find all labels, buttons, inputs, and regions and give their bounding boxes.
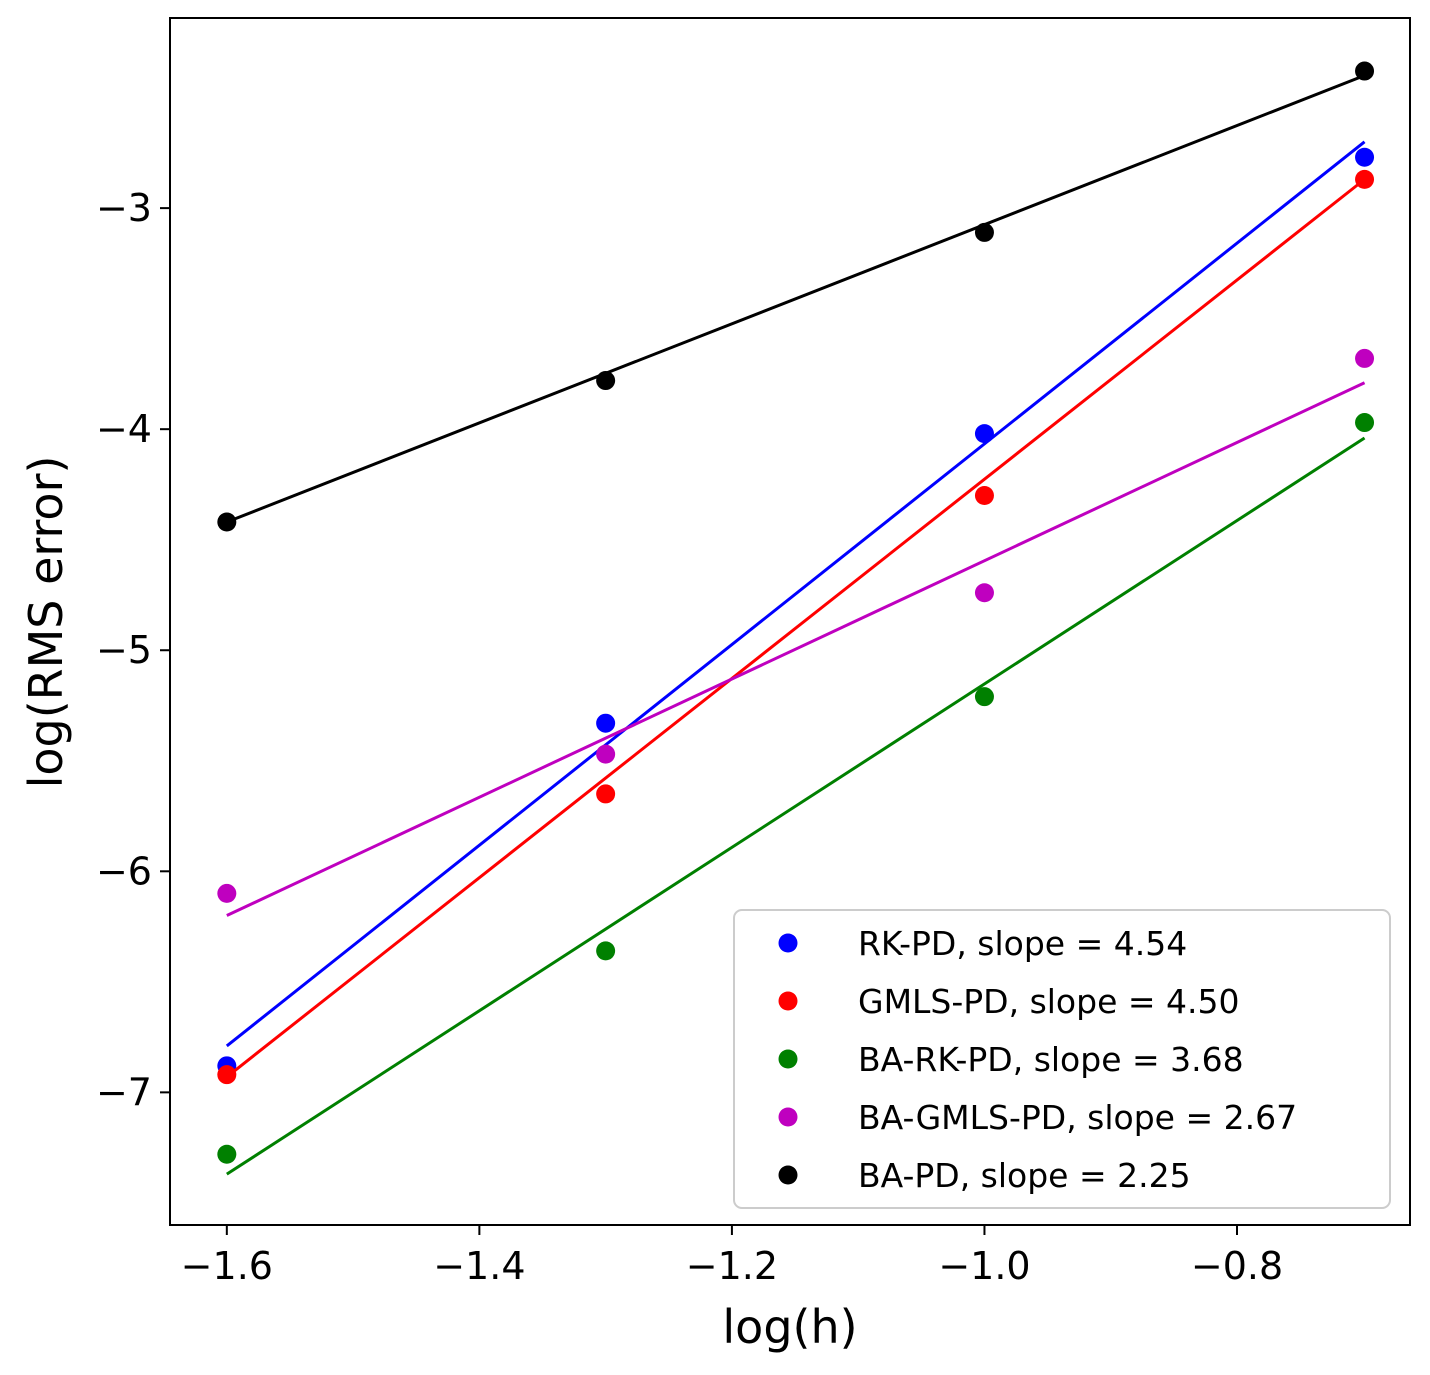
y-tick-label: −7 <box>96 1070 152 1114</box>
series-fit-line <box>226 74 1366 524</box>
data-point <box>974 583 994 603</box>
plot-area <box>217 61 1375 1176</box>
series-3 <box>217 348 1375 917</box>
legend-label: BA-GMLS-PD, slope = 2.67 <box>858 1098 1297 1137</box>
legend-marker <box>778 1107 798 1127</box>
data-point <box>1355 169 1375 189</box>
legend-marker <box>778 933 798 953</box>
legend-label: BA-RK-PD, slope = 3.68 <box>858 1040 1244 1079</box>
data-point <box>1355 413 1375 433</box>
y-tick-label: −4 <box>96 407 152 451</box>
legend: RK-PD, slope = 4.54 GMLS-PD, slope = 4.50… <box>733 909 1391 1209</box>
series-2 <box>217 413 1375 1176</box>
legend-label: GMLS-PD, slope = 4.50 <box>858 982 1239 1021</box>
data-point <box>596 941 616 961</box>
series-4 <box>217 61 1375 532</box>
data-point <box>974 485 994 505</box>
y-tick-label: −5 <box>96 628 152 672</box>
x-tick-label: −1.2 <box>686 1244 778 1288</box>
x-tick-label: −1.0 <box>938 1244 1030 1288</box>
y-axis: −7 −6 −5 −4 −3 <box>96 186 170 1114</box>
data-point <box>596 713 616 733</box>
y-axis-label: log(RMS error) <box>19 456 73 789</box>
x-tick-label: −0.8 <box>1191 1244 1283 1288</box>
data-point <box>596 371 616 391</box>
x-axis-label: log(h) <box>722 1300 857 1354</box>
series-1 <box>217 169 1375 1085</box>
data-point <box>1355 147 1375 167</box>
data-point <box>596 784 616 804</box>
y-tick-label: −6 <box>96 849 152 893</box>
data-point <box>217 883 237 903</box>
data-point <box>596 744 616 764</box>
legend-label: RK-PD, slope = 4.54 <box>858 924 1187 963</box>
data-point <box>217 1065 237 1085</box>
legend-label: BA-PD, slope = 2.25 <box>858 1156 1191 1195</box>
x-tick-label: −1.6 <box>181 1244 273 1288</box>
series-fit-line <box>226 381 1366 917</box>
series-fit-line <box>225 140 1366 1048</box>
legend-marker <box>778 1049 798 1069</box>
data-point <box>217 512 237 532</box>
legend-box <box>733 909 1391 1209</box>
data-point <box>1355 61 1375 81</box>
legend-marker <box>778 1165 798 1185</box>
x-tick-label: −1.4 <box>433 1244 525 1288</box>
series-fit-line <box>225 178 1366 1079</box>
y-tick-label: −3 <box>96 186 152 230</box>
plot-frame <box>169 17 1411 1226</box>
x-axis: −1.6 −1.4 −1.2 −1.0 −0.8 <box>181 1225 1283 1288</box>
data-point <box>974 687 994 707</box>
data-point <box>217 1144 237 1164</box>
data-point <box>974 222 994 242</box>
series-fit-line <box>226 436 1366 1176</box>
data-point <box>1355 348 1375 368</box>
legend-marker <box>778 991 798 1011</box>
data-point <box>974 424 994 444</box>
